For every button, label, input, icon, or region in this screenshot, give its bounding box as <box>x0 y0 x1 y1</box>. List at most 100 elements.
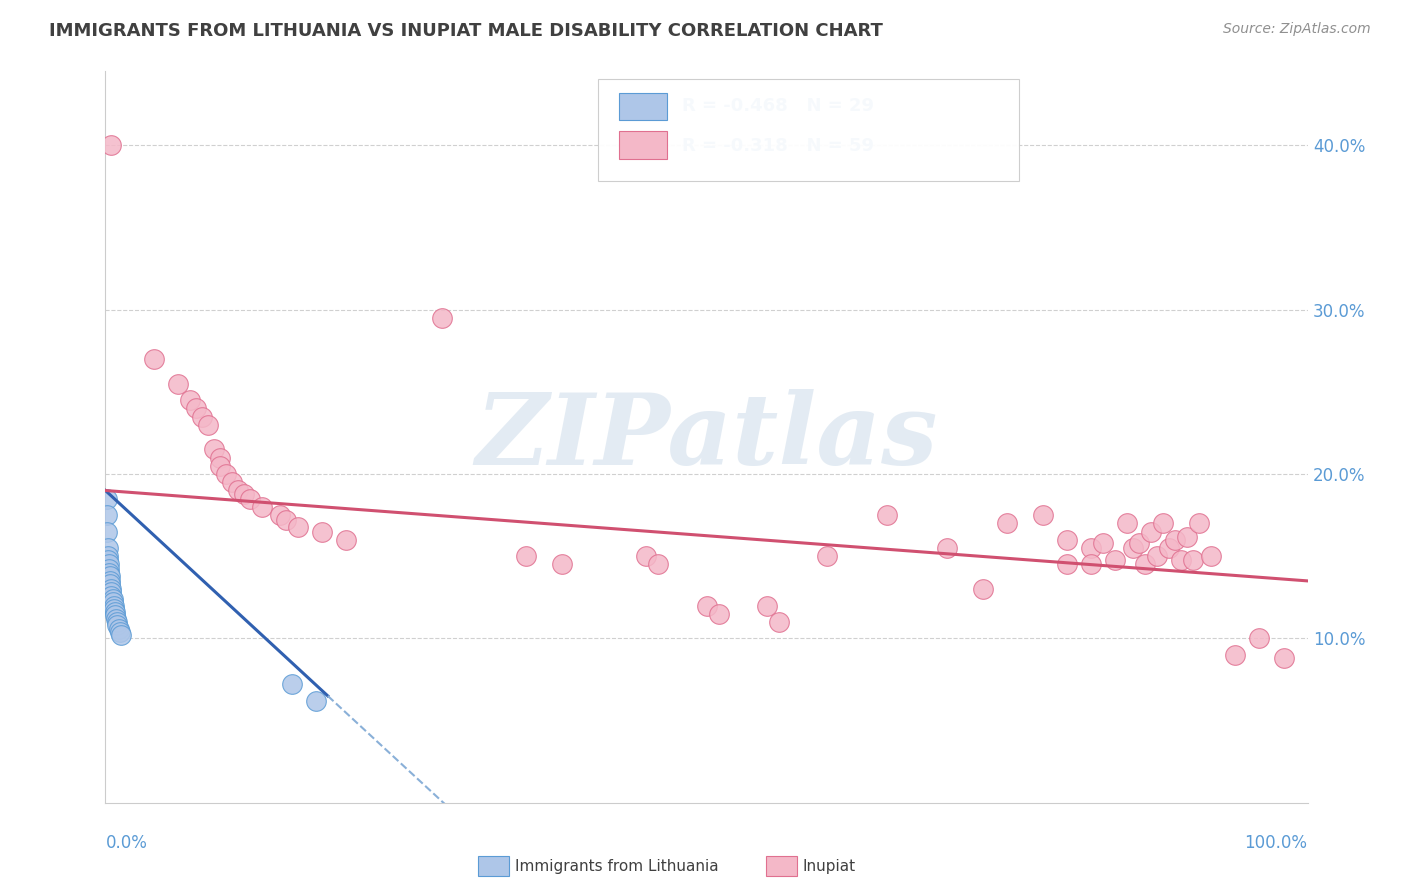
Point <box>107 615 129 629</box>
Point <box>232 487 254 501</box>
Point <box>1225 648 1247 662</box>
Point <box>142 351 165 366</box>
Point <box>430 310 453 325</box>
Point <box>274 513 297 527</box>
Point <box>1056 533 1078 547</box>
Point <box>184 401 207 416</box>
Point <box>179 393 201 408</box>
Point <box>515 549 537 564</box>
Point <box>226 483 249 498</box>
Point <box>281 677 304 691</box>
Point <box>815 549 838 564</box>
Point <box>1170 552 1192 566</box>
Text: Inupiat: Inupiat <box>803 859 856 873</box>
Point <box>1164 533 1187 547</box>
Point <box>335 533 357 547</box>
Point <box>208 450 231 465</box>
Point <box>1272 651 1295 665</box>
Point <box>1080 541 1102 555</box>
Point <box>103 599 125 613</box>
Point <box>100 138 122 153</box>
Point <box>636 549 658 564</box>
Point <box>166 376 188 391</box>
Point <box>1188 516 1211 531</box>
Point <box>103 602 125 616</box>
Point <box>96 491 118 506</box>
Point <box>1122 541 1144 555</box>
Point <box>101 595 124 609</box>
Point <box>1175 529 1198 543</box>
Point <box>97 549 120 564</box>
Point <box>972 582 994 596</box>
Point <box>1159 541 1181 555</box>
Point <box>1104 552 1126 566</box>
Point <box>100 589 122 603</box>
Point <box>876 508 898 523</box>
Point <box>1201 549 1223 564</box>
Point <box>1032 508 1054 523</box>
Point <box>190 409 212 424</box>
Point <box>1146 549 1168 564</box>
Point <box>1116 516 1139 531</box>
Point <box>107 618 129 632</box>
Point <box>239 491 262 506</box>
Point <box>101 592 124 607</box>
Point <box>97 552 120 566</box>
Text: ZIPatlas: ZIPatlas <box>475 389 938 485</box>
Point <box>768 615 790 629</box>
Text: R = -0.468   N = 29: R = -0.468 N = 29 <box>682 97 875 115</box>
Point <box>100 585 122 599</box>
Point <box>221 475 243 490</box>
Point <box>108 624 131 639</box>
Text: IMMIGRANTS FROM LITHUANIA VS INUPIAT MALE DISABILITY CORRELATION CHART: IMMIGRANTS FROM LITHUANIA VS INUPIAT MAL… <box>49 22 883 40</box>
Point <box>995 516 1018 531</box>
Point <box>98 562 121 576</box>
Point <box>208 458 231 473</box>
Bar <box>619 131 666 159</box>
Point <box>647 558 669 572</box>
Text: Source: ZipAtlas.com: Source: ZipAtlas.com <box>1223 22 1371 37</box>
Point <box>105 612 128 626</box>
Point <box>1080 558 1102 572</box>
Point <box>755 599 778 613</box>
Point <box>269 508 291 523</box>
Point <box>1135 558 1157 572</box>
Point <box>1182 552 1205 566</box>
Text: 0.0%: 0.0% <box>105 834 148 852</box>
Point <box>98 569 121 583</box>
Point <box>214 467 236 481</box>
Point <box>97 541 120 555</box>
Point <box>311 524 333 539</box>
Point <box>305 694 328 708</box>
Point <box>1092 536 1115 550</box>
Point <box>1128 536 1150 550</box>
Text: 100.0%: 100.0% <box>1244 834 1308 852</box>
Point <box>104 608 127 623</box>
Point <box>107 622 129 636</box>
Point <box>936 541 959 555</box>
Point <box>100 582 122 596</box>
Bar <box>619 93 666 120</box>
Point <box>98 574 121 588</box>
Point <box>98 566 121 580</box>
Point <box>104 605 127 619</box>
Point <box>98 558 121 572</box>
Point <box>696 599 718 613</box>
FancyBboxPatch shape <box>599 78 1019 181</box>
Point <box>707 607 730 621</box>
Point <box>202 442 225 457</box>
Point <box>98 577 121 591</box>
Point <box>287 519 309 533</box>
Point <box>1249 632 1271 646</box>
Point <box>551 558 574 572</box>
Point <box>197 417 219 432</box>
Point <box>110 628 132 642</box>
Point <box>1140 524 1163 539</box>
Point <box>1152 516 1174 531</box>
Text: Immigrants from Lithuania: Immigrants from Lithuania <box>515 859 718 873</box>
Point <box>96 508 118 523</box>
Text: R = -0.318   N = 59: R = -0.318 N = 59 <box>682 137 875 155</box>
Point <box>250 500 273 514</box>
Point <box>96 524 118 539</box>
Point <box>1056 558 1078 572</box>
